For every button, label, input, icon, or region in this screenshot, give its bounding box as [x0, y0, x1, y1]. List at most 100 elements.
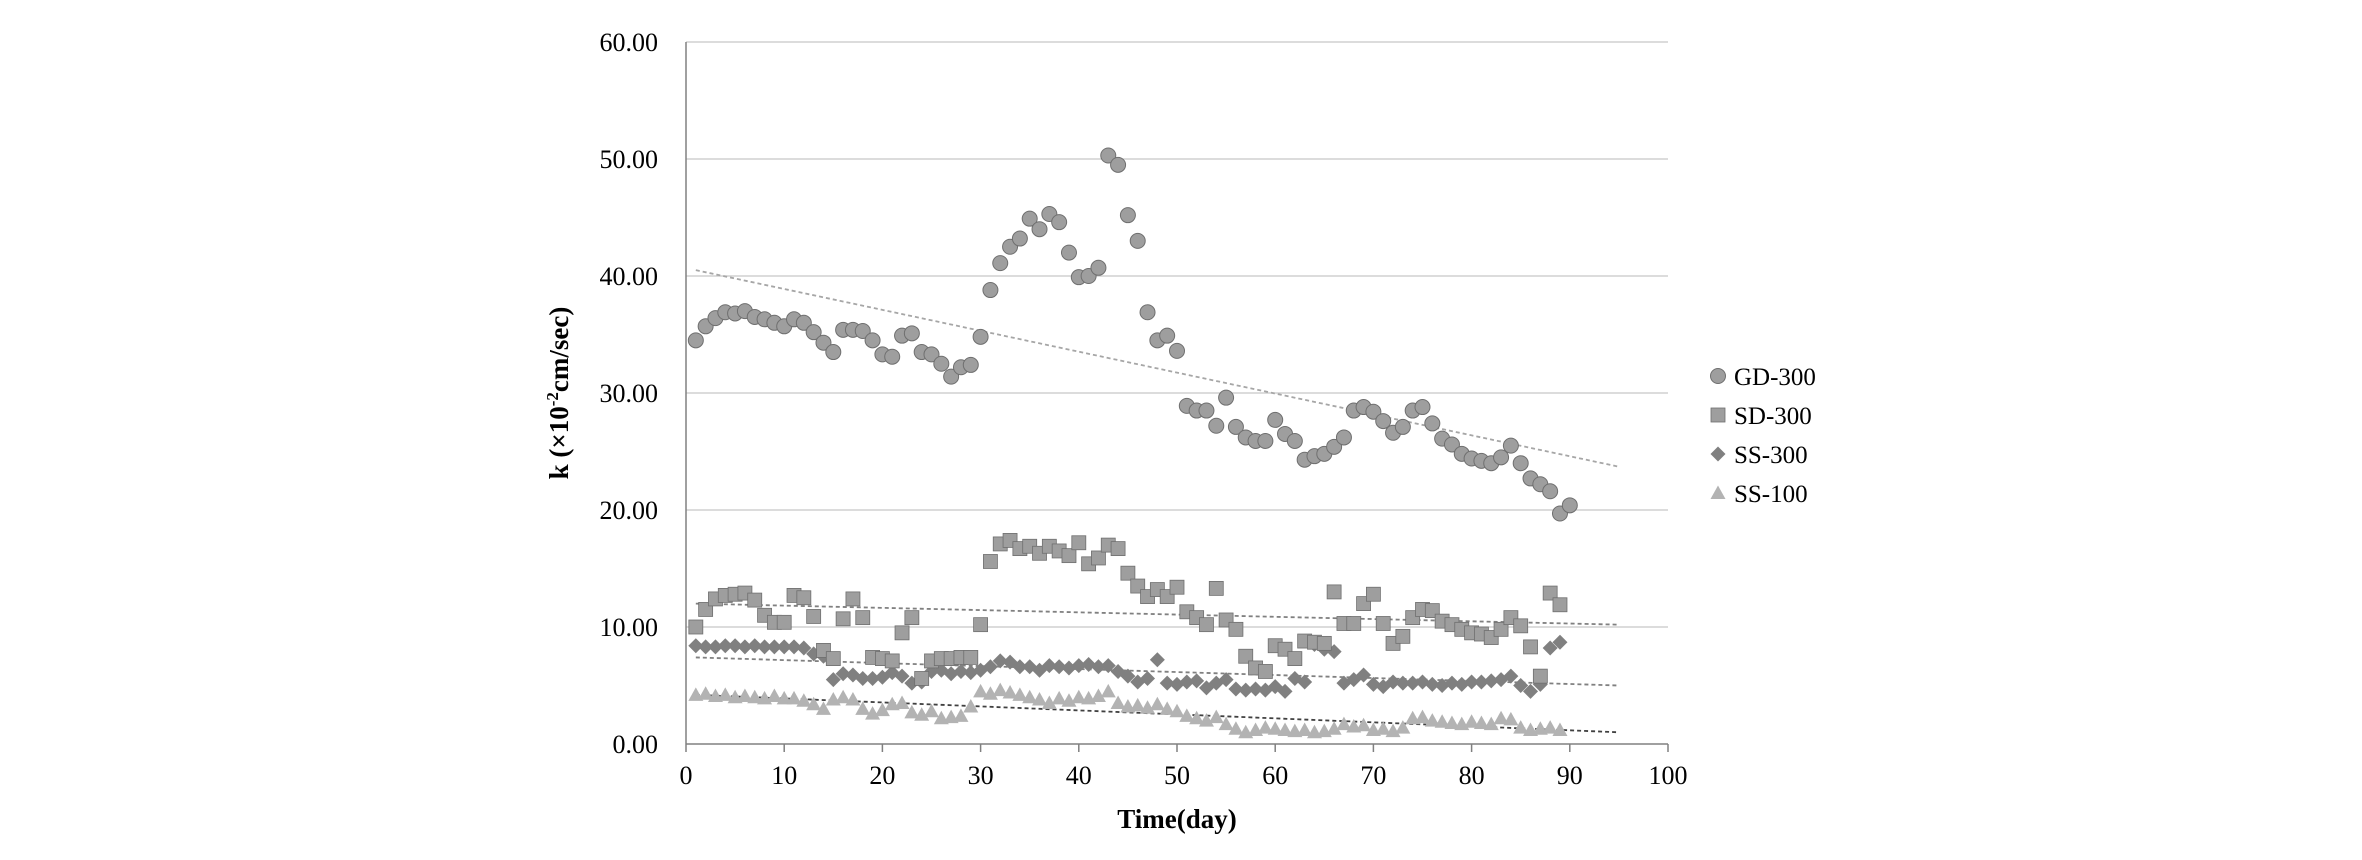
point-ss-100: [924, 703, 939, 718]
point-ss-100: [914, 707, 930, 721]
point-ss-100: [796, 693, 812, 707]
x-tick-label: 50: [1164, 761, 1190, 790]
point-ss-100: [1424, 713, 1440, 727]
point-ss-300: [1041, 658, 1057, 674]
y-tick-labels: 0.00 10.00 20.00 30.00 40.00 50.00 60.00: [600, 28, 659, 759]
point-gd-300: [1424, 415, 1441, 432]
y-tick-label: 30.00: [600, 379, 659, 408]
point-ss-100: [1041, 695, 1057, 710]
point-gd-300: [962, 356, 979, 373]
point-sd-300: [1287, 651, 1303, 666]
point-gd-300: [1365, 403, 1382, 420]
point-ss-100: [1051, 690, 1067, 705]
point-ss-300: [1159, 675, 1175, 691]
point-ss-100: [1503, 711, 1519, 726]
point-gd-300: [795, 314, 812, 331]
legend: GD-300 SD-300 SS-300 SS-100: [1710, 364, 1816, 508]
point-ss-100: [904, 704, 920, 719]
point-gd-300: [1443, 436, 1460, 453]
point-gd-300: [1090, 259, 1107, 276]
point-sd-300: [894, 625, 910, 641]
point-ss-300: [835, 666, 851, 682]
point-ss-100: [1100, 683, 1116, 698]
point-ss-100: [855, 701, 871, 715]
point-sd-300: [914, 671, 930, 686]
x-tick-label: 70: [1360, 761, 1386, 790]
legend-marker-sd-300: [1710, 407, 1726, 423]
point-sd-300: [806, 609, 822, 624]
point-sd-300: [845, 591, 861, 607]
point-gd-300: [1100, 147, 1117, 164]
point-ss-100: [737, 688, 753, 703]
point-ss-100: [992, 682, 1008, 697]
x-axis-title: Time(day): [1117, 804, 1237, 834]
point-ss-100: [1022, 689, 1038, 704]
point-ss-300: [1189, 673, 1205, 689]
point-ss-100: [835, 689, 851, 704]
point-ss-300: [1228, 681, 1244, 697]
point-sd-300: [855, 610, 871, 626]
point-ss-300: [786, 639, 802, 655]
point-gd-300: [1208, 417, 1225, 434]
point-ss-100: [815, 701, 831, 715]
point-sd-300: [1120, 565, 1136, 581]
point-ss-100: [1444, 715, 1460, 729]
point-ss-100: [747, 689, 763, 704]
point-ss-300: [1218, 672, 1234, 688]
point-gd-300: [1051, 214, 1068, 231]
point-gd-300: [1021, 210, 1038, 227]
point-gd-300: [1502, 437, 1519, 454]
series-gd-300: [687, 147, 1578, 522]
point-ss-100: [1257, 720, 1273, 734]
point-ss-300: [1100, 658, 1116, 674]
point-gd-300: [1119, 207, 1136, 224]
point-ss-300: [1385, 674, 1401, 690]
x-tick-label: 90: [1557, 761, 1583, 790]
x-tick-label: 30: [968, 761, 994, 790]
x-tick-label: 60: [1262, 761, 1288, 790]
point-ss-300: [1483, 673, 1499, 689]
point-sd-300: [973, 617, 988, 633]
point-sd-300: [884, 653, 900, 669]
point-gd-300: [903, 325, 920, 342]
series-ss-100: [688, 682, 1568, 739]
point-sd-300: [1552, 597, 1568, 613]
y-tick-label: 10.00: [600, 613, 659, 642]
point-ss-100: [1375, 721, 1391, 735]
point-ss-300: [776, 639, 792, 655]
point-ss-300: [1513, 678, 1529, 693]
x-tick-label: 40: [1066, 761, 1092, 790]
point-ss-100: [865, 706, 881, 720]
point-ss-100: [1032, 692, 1048, 706]
point-sd-300: [963, 650, 979, 665]
point-ss-100: [766, 688, 782, 703]
data-points: [687, 147, 1578, 739]
point-gd-300: [825, 344, 842, 361]
point-ss-300: [747, 638, 763, 654]
point-gd-300: [1335, 429, 1352, 446]
point-ss-300: [1071, 658, 1087, 674]
y-axis-title: k (×10-2cm/sec): [543, 307, 574, 480]
point-ss-300: [717, 638, 733, 654]
trendline-sd-300: [695, 602, 1619, 626]
point-ss-100: [1110, 695, 1126, 710]
point-ss-300: [727, 638, 743, 654]
point-gd-300: [923, 346, 940, 363]
point-ss-100: [1297, 722, 1313, 736]
point-ss-100: [1385, 723, 1401, 738]
point-ss-100: [963, 699, 979, 713]
point-sd-300: [983, 554, 998, 569]
point-ss-100: [786, 690, 802, 705]
point-ss-100: [845, 692, 861, 706]
point-ss-300: [1444, 675, 1460, 691]
point-sd-300: [1316, 635, 1332, 651]
point-ss-300: [1356, 667, 1372, 683]
point-ss-100: [776, 690, 792, 705]
point-gd-300: [1129, 232, 1146, 249]
y-axis-title-main: k (×10: [544, 406, 574, 479]
point-ss-300: [1051, 659, 1067, 675]
point-sd-300: [835, 611, 851, 627]
point-gd-300: [992, 255, 1009, 272]
point-sd-300: [1071, 535, 1087, 551]
